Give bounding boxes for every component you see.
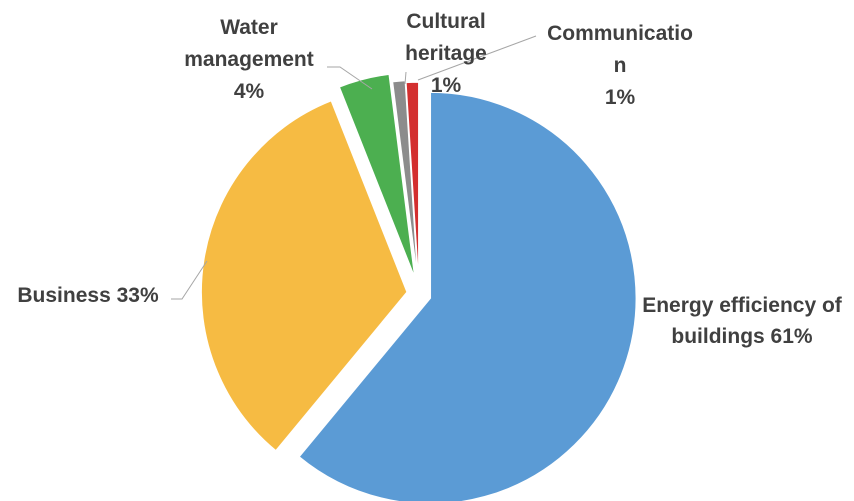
slice-label-line: buildings 61% xyxy=(671,325,813,348)
slice-label-line: heritage xyxy=(405,42,487,65)
leader-line xyxy=(327,66,373,90)
slice-label-line: Cultural xyxy=(406,10,485,33)
leader-line xyxy=(417,35,537,81)
slice-label: Energy efficiency of buildings 61% xyxy=(642,294,843,348)
leader-line xyxy=(171,260,208,300)
pie-slice-communication xyxy=(405,81,420,289)
pie-slice-energy-efficiency-of-buildings xyxy=(297,91,637,501)
slice-label-line: 1% xyxy=(605,86,636,109)
slice-label: Communicatio n 1% xyxy=(547,22,693,109)
slice-label-line: Business 33% xyxy=(17,284,159,307)
label-leader-lines xyxy=(171,35,537,300)
slice-label-line: n xyxy=(614,54,627,77)
slice-label-line: Energy efficiency of xyxy=(642,294,843,317)
pie-slice-business xyxy=(200,99,409,452)
slice-label-line: Water xyxy=(220,16,278,39)
slice-label-line: 1% xyxy=(431,74,462,97)
slice-label-line: management xyxy=(184,48,314,71)
slice-label: Water management 4% xyxy=(184,16,314,103)
slice-label: Business 33% xyxy=(17,284,159,307)
pie-slices xyxy=(200,73,637,501)
slice-label-line: Communicatio xyxy=(547,22,693,45)
leader-line xyxy=(404,71,407,85)
slice-labels: Energy efficiency of buildings 61% Busines… xyxy=(17,10,842,348)
slice-label-line: 4% xyxy=(234,80,265,103)
slice-label: Cultural heritage 1% xyxy=(405,10,487,97)
pie-slice-water-management xyxy=(338,73,416,279)
